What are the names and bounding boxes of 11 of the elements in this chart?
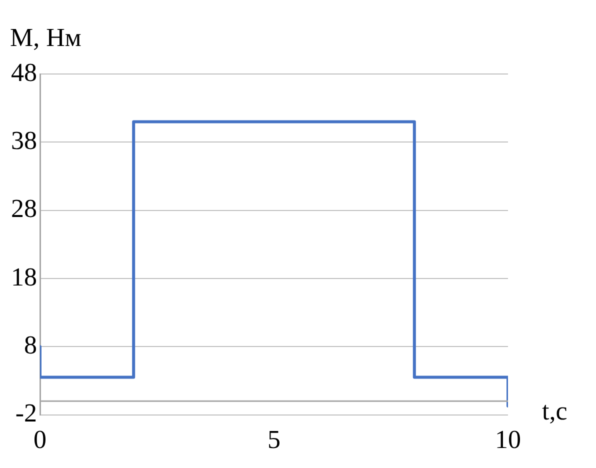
y-tick-label: -2 [15, 398, 37, 428]
y-tick-label: 28 [11, 194, 37, 224]
y-axis-title: M, Нм [10, 22, 82, 52]
y-tick-label: 48 [11, 58, 37, 87]
y-tick-label: 8 [24, 330, 37, 360]
y-tick-label: 38 [11, 126, 37, 155]
x-tick-label: 0 [34, 425, 46, 454]
x-tick-label: 5 [268, 425, 280, 454]
x-axis-title: t,c [542, 396, 568, 426]
x-tick-label: 10 [495, 425, 521, 454]
y-tick-label: 18 [11, 262, 37, 292]
